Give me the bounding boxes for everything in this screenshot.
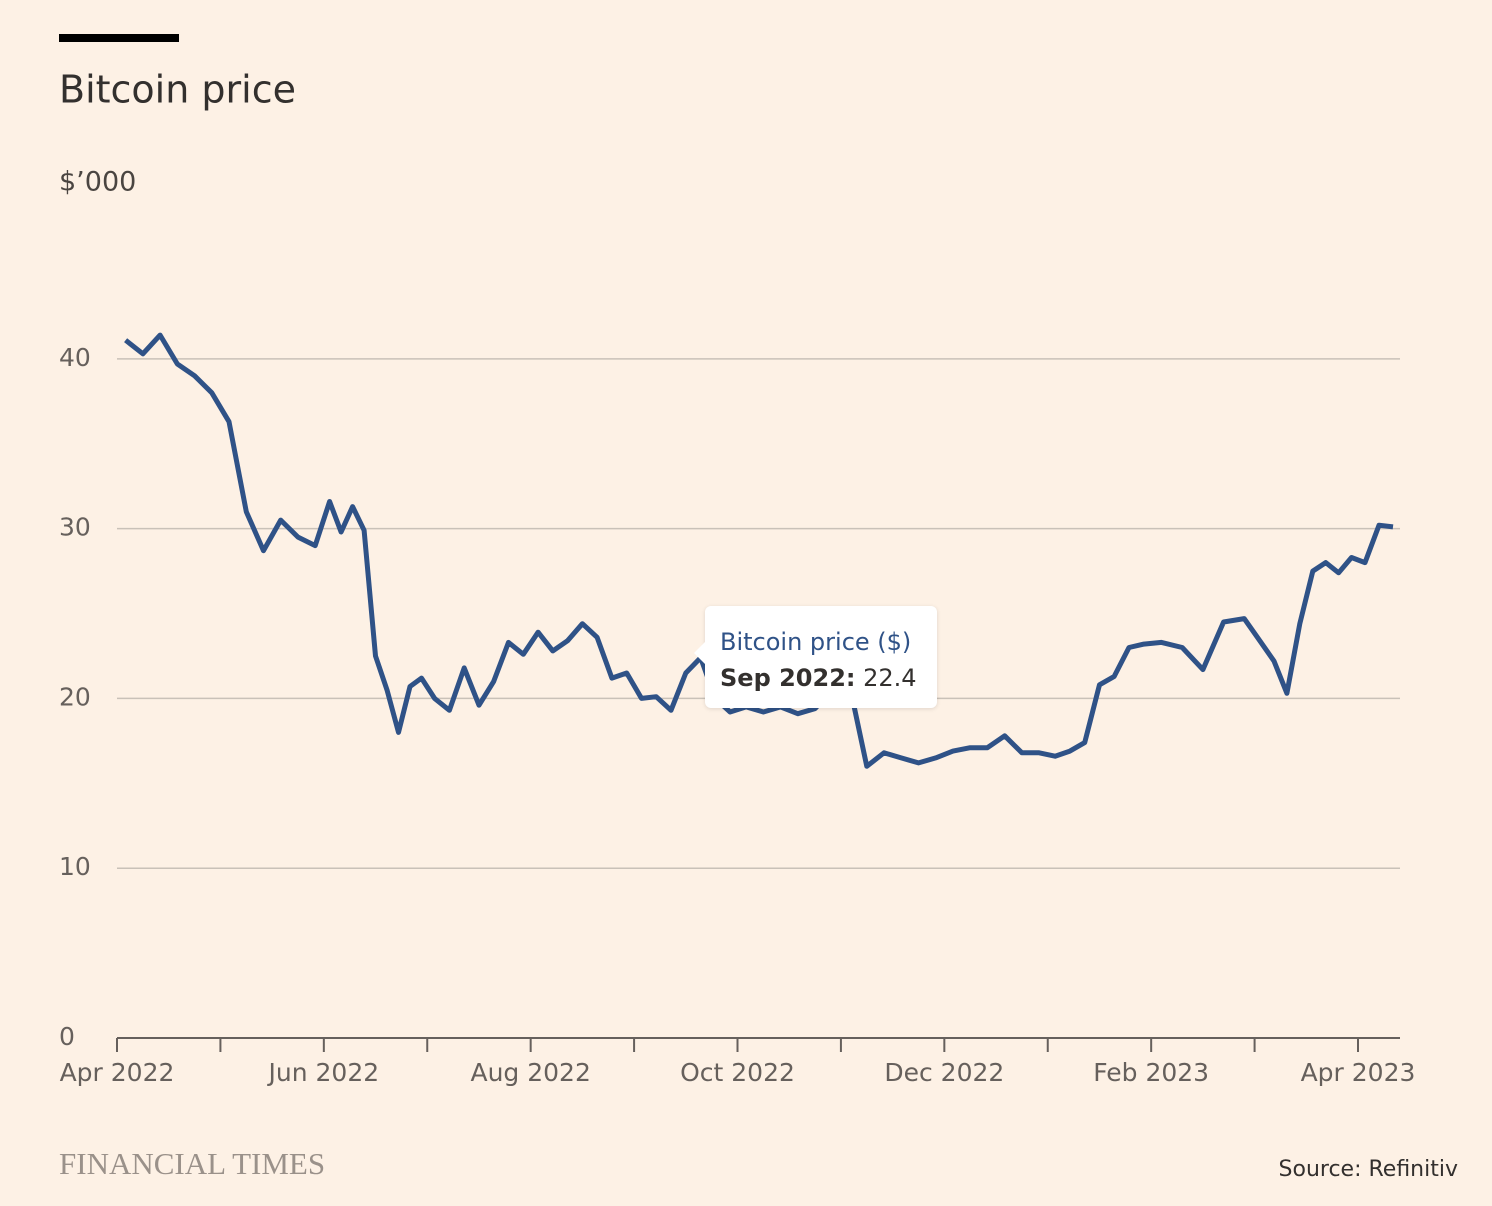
- x-tick-label: Feb 2023: [1093, 1058, 1209, 1087]
- source: Source: Refinitiv: [1279, 1157, 1458, 1182]
- tooltip-date: Sep 2022:: [720, 664, 856, 692]
- chart-title: Bitcoin price: [59, 68, 296, 112]
- y-tick-label: 40: [59, 343, 91, 372]
- tooltip-value: 22.4: [863, 664, 917, 692]
- x-tick-label: Dec 2022: [884, 1058, 1004, 1087]
- x-tick-label: Apr 2023: [1301, 1058, 1416, 1087]
- x-tick-label: Oct 2022: [680, 1058, 795, 1087]
- title-bar: [59, 34, 179, 42]
- x-tick-label: Apr 2022: [60, 1058, 175, 1087]
- y-tick-label: 0: [59, 1022, 75, 1051]
- x-tick-label: Aug 2022: [470, 1058, 590, 1087]
- y-unit-label: $’000: [59, 167, 136, 198]
- tooltip: Bitcoin price ($) Sep 2022: 22.4: [694, 606, 937, 708]
- y-tick-label: 30: [59, 513, 91, 542]
- y-tick-label: 20: [59, 682, 91, 711]
- y-tick-label: 10: [59, 852, 91, 881]
- price-line: [124, 332, 1394, 769]
- x-tick-label: Jun 2022: [267, 1058, 380, 1087]
- tooltip-series: Bitcoin price ($): [720, 628, 912, 656]
- brand: FINANCIAL TIMES: [59, 1146, 325, 1181]
